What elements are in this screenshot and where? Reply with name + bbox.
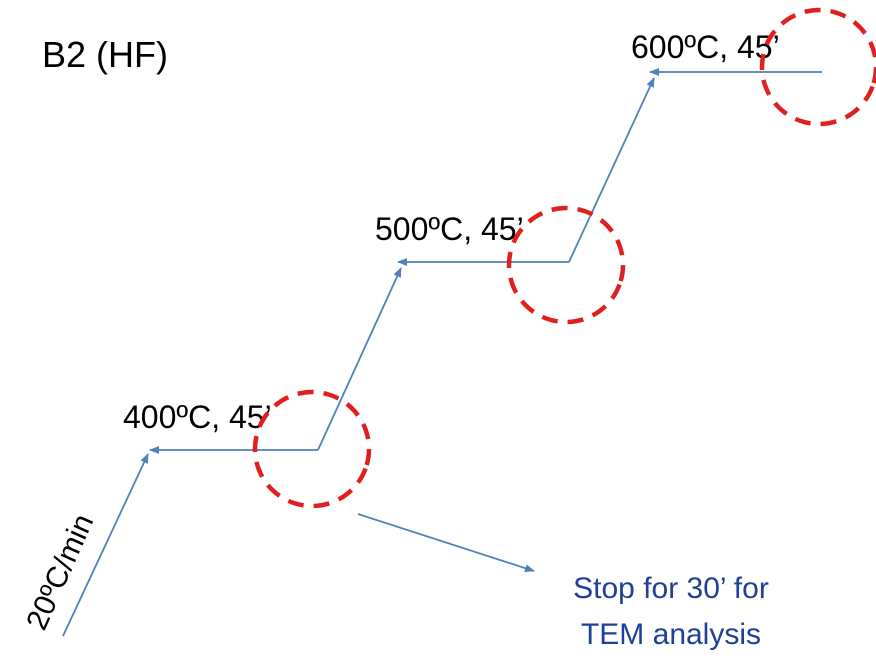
annotation-arrow: [357, 513, 535, 573]
annotation-line-1: Stop for 30’ for: [573, 572, 769, 605]
step-label-600: 600ºC, 45’: [631, 29, 780, 65]
ramp-segment-2: [317, 267, 402, 451]
ramp-segment-3: [568, 77, 655, 263]
ramp-segment-1: [62, 453, 149, 637]
annotation-line-2: TEM analysis: [581, 618, 761, 651]
stop-marker-circle-400: [252, 389, 372, 509]
diagram-title: B2 (HF): [42, 34, 168, 75]
ramp-rate-label: 20ºC/min: [20, 509, 100, 634]
step-label-400: 400ºC, 45’: [123, 399, 272, 435]
step-label-500: 500ºC, 45’: [375, 211, 524, 247]
stop-marker-circle-500: [506, 205, 626, 325]
stop-marker-circle-600: [759, 7, 876, 127]
